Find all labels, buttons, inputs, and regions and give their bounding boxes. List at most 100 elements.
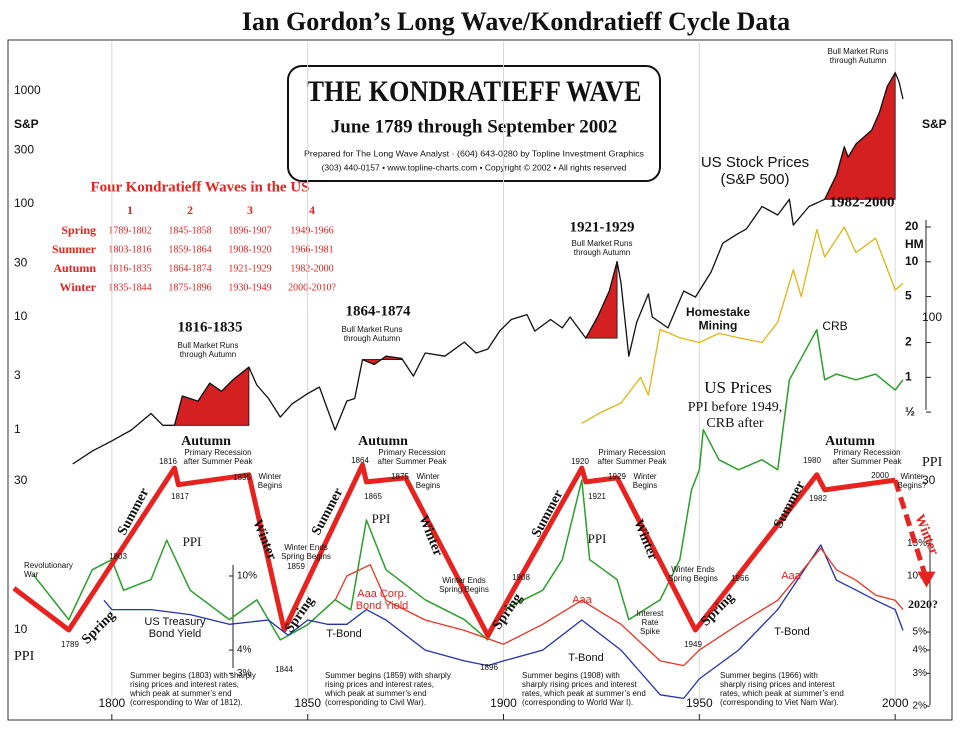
y-tick-label: 2: [905, 335, 912, 349]
annotation: 1921-1929: [570, 219, 635, 235]
annotation: (corresponding to War of 1812).: [130, 698, 243, 707]
annotation: 1875: [391, 472, 409, 481]
arrow-head: [917, 571, 936, 588]
annotation: which peak at summer’s end: [129, 689, 232, 698]
table-cell: 1864-1874: [168, 263, 211, 274]
annotation: Bond Yield: [356, 600, 409, 612]
annotation: rising prices and interest rates,: [325, 680, 434, 689]
table-cell: 1896-1907: [228, 225, 271, 236]
annotation: Spring Begins: [281, 552, 331, 561]
annotation: Spring: [490, 591, 525, 633]
annotation: Spring Begins: [668, 574, 718, 583]
table-cell: 1835-1844: [108, 282, 151, 293]
y-tick-label: 15%: [907, 538, 927, 549]
annotation: Winter: [258, 472, 281, 481]
annotation: T-Bond: [568, 652, 603, 664]
annotation: 1921: [588, 492, 606, 501]
table-season: Spring: [61, 223, 96, 237]
y-tick-label: ½: [905, 404, 915, 418]
annotation: T-Bond: [326, 628, 361, 640]
annotation: PPI: [588, 531, 607, 546]
y-tick-label: 1000: [14, 83, 41, 97]
series-line: [32, 328, 904, 641]
annotation: Summer: [771, 479, 808, 531]
annotation: Rate: [642, 618, 659, 627]
y-tick-label: 100: [14, 196, 34, 210]
table-season: Winter: [60, 280, 97, 294]
annotation: which peak at summer’s end: [324, 689, 427, 698]
table-cell: 1908-1920: [228, 244, 271, 255]
y-tick-label: 20: [905, 219, 919, 233]
annotation: Winter: [415, 513, 445, 558]
annotation: 1929: [608, 472, 626, 481]
annotation: CRB: [822, 319, 847, 333]
annotation: CRB after: [706, 416, 763, 431]
y-tick-label: 5: [905, 289, 912, 303]
annotation: Spring: [79, 608, 118, 647]
annotation: Spring: [698, 590, 737, 629]
series-line: [12, 462, 896, 638]
annotation: 1864: [351, 456, 369, 465]
annotation: Begins?: [898, 481, 927, 490]
y-tick-label: 2%: [913, 701, 928, 712]
annotation: Summer begins (1908) with: [522, 671, 620, 680]
annotation: 1982-2000: [830, 194, 895, 210]
annotation: War: [24, 570, 39, 579]
annotation: through Autumn: [180, 350, 236, 359]
table-cell: 1949-1966: [290, 225, 333, 236]
table-title: Four Kondratieff Waves in the US: [90, 179, 309, 195]
chart-title: Ian Gordon’s Long Wave/Kondratieff Cycle…: [242, 7, 790, 36]
annotation: after Summer Peak: [184, 457, 254, 466]
annotation: Bull Market Runs: [342, 325, 403, 334]
annotation: through Autumn: [344, 334, 400, 343]
annotation: Summer begins (1859) with sharply: [325, 671, 451, 680]
annotation: Winter: [416, 472, 439, 481]
annotation: rates, which peak at summer’s end: [720, 689, 844, 698]
annotation: sharply rising prices and interest: [522, 680, 637, 689]
y-tick-label: 1: [905, 369, 912, 383]
annotation: Winter Ends: [442, 576, 486, 585]
annotation: Bull Market Runs: [178, 341, 239, 350]
annotation: Begins: [416, 481, 440, 490]
table-cell: 1859-1864: [168, 244, 211, 255]
annotation: Spike: [640, 627, 661, 636]
annotation: 1816-1835: [178, 319, 243, 335]
annotation: Winter Ends: [671, 565, 715, 574]
box-credit: (303) 440-0157 • www.topline-charts.com …: [322, 162, 627, 172]
table-season: Summer: [52, 242, 97, 256]
annotation: 1920: [571, 457, 589, 466]
annotation: (corresponding to World War I).: [522, 698, 633, 707]
y-tick-label: 3%: [913, 668, 928, 679]
annotation: after Summer Peak: [598, 457, 668, 466]
annotation: PPI: [183, 534, 202, 549]
annotation: 1817: [171, 492, 189, 501]
annotation: Spring Begins: [439, 585, 489, 594]
table-cell: 2000-2010?: [288, 282, 336, 293]
y-tick-label: 30: [14, 473, 28, 487]
annotation: Mining: [699, 319, 738, 333]
annotation: 2020?: [908, 597, 938, 611]
annotation: Revolutionary: [24, 561, 73, 570]
y-tick-label: 10%: [907, 571, 927, 582]
annotation: Winter Ends: [284, 543, 328, 552]
annotation: Winter: [633, 472, 656, 481]
annotation: US Prices: [704, 378, 772, 397]
annotation: Aaa: [572, 594, 592, 606]
annotation: Primary Recession: [598, 448, 665, 457]
y-tick-label: 30: [14, 255, 28, 269]
annotation: Summer begins (1966) with: [720, 671, 818, 680]
y-tick-label: 10: [905, 254, 919, 268]
annotation: Autumn: [358, 434, 408, 449]
table-column: 4: [309, 203, 315, 217]
annotation: 1789: [61, 640, 79, 649]
annotation: 1949: [684, 640, 702, 649]
y-tick-label: 10%: [237, 571, 257, 582]
y-tick-label: 100: [922, 310, 942, 324]
annotation: 1844: [275, 665, 293, 674]
y-tick-label: 10: [14, 309, 28, 323]
bull-market-area: [585, 261, 618, 339]
annotation: Bond Yield: [149, 628, 202, 640]
annotation: PPI: [372, 511, 391, 526]
annotation: Homestake: [686, 305, 750, 319]
table-cell: 1803-1816: [108, 244, 151, 255]
